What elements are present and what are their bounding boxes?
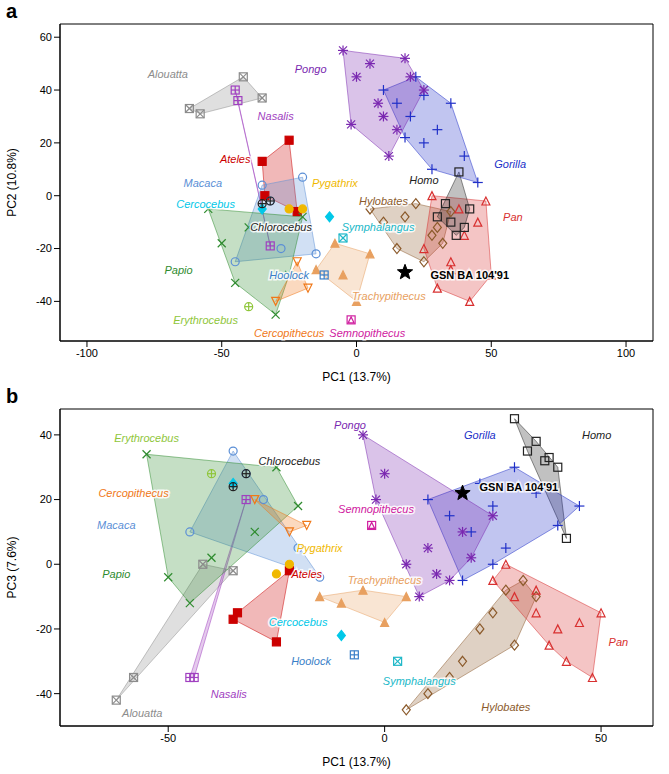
svg-text:Hoolock: Hoolock [269, 269, 309, 281]
svg-text:Pan: Pan [609, 636, 629, 648]
svg-text:-20: -20 [36, 623, 52, 635]
svg-text:Semnopithecus: Semnopithecus [329, 327, 405, 339]
svg-text:PC2 (10.8%): PC2 (10.8%) [5, 148, 19, 217]
svg-text:Pygathrix: Pygathrix [312, 177, 358, 189]
svg-text:Symphalangus: Symphalangus [383, 675, 456, 687]
svg-text:GSN BA 104'91: GSN BA 104'91 [479, 481, 558, 493]
svg-text:-100: -100 [76, 347, 98, 359]
svg-text:-20: -20 [36, 242, 52, 254]
svg-text:Papio: Papio [165, 264, 193, 276]
html-text:a: a [6, 0, 18, 22]
svg-text:Erythrocebus: Erythrocebus [173, 314, 238, 326]
svg-text:Ateles: Ateles [219, 153, 251, 165]
html-text:b: b [6, 385, 19, 407]
svg-text:Gorilla: Gorilla [464, 429, 496, 441]
svg-text:Cercocebus: Cercocebus [176, 198, 235, 210]
svg-text:50: 50 [595, 732, 607, 744]
svg-text:Cercopithecus: Cercopithecus [98, 487, 169, 499]
svg-text:PC3 (7.6%): PC3 (7.6%) [5, 536, 19, 598]
svg-text:-50: -50 [160, 732, 176, 744]
svg-text:Homo: Homo [582, 429, 611, 441]
svg-text:Trachypithecus: Trachypithecus [352, 290, 426, 302]
svg-text:0: 0 [353, 347, 359, 359]
svg-text:Symphalangus: Symphalangus [342, 221, 415, 233]
svg-text:PC1 (13.7%): PC1 (13.7%) [322, 370, 391, 384]
svg-text:Gorilla: Gorilla [494, 158, 526, 170]
svg-text:Hoolock: Hoolock [291, 655, 331, 667]
svg-text:Chlorocebus: Chlorocebus [259, 455, 321, 467]
svg-text:Hylobates: Hylobates [481, 701, 530, 713]
svg-text:PC1 (13.7%): PC1 (13.7%) [322, 755, 391, 769]
svg-text:-40: -40 [36, 688, 52, 700]
svg-text:-50: -50 [214, 347, 230, 359]
svg-text:Macaca: Macaca [97, 519, 136, 531]
svg-text:60: 60 [40, 31, 52, 43]
svg-text:Nasalis: Nasalis [258, 110, 295, 122]
svg-text:Cercopithecus: Cercopithecus [254, 327, 325, 339]
svg-text:0: 0 [46, 558, 52, 570]
svg-text:GSN BA 104'91: GSN BA 104'91 [430, 269, 509, 281]
svg-text:Cercocebus: Cercocebus [269, 616, 328, 628]
svg-text:40: 40 [40, 429, 52, 441]
svg-text:Ateles: Ateles [290, 568, 322, 580]
svg-text:Chlorocebus: Chlorocebus [250, 221, 312, 233]
svg-text:Homo: Homo [409, 174, 438, 186]
svg-text:0: 0 [382, 732, 388, 744]
svg-text:0: 0 [46, 190, 52, 202]
svg-text:Macaca: Macaca [184, 177, 223, 189]
svg-text:Trachypithecus: Trachypithecus [348, 574, 422, 586]
svg-text:20: 20 [40, 137, 52, 149]
svg-text:Pongo: Pongo [334, 419, 366, 431]
svg-text:Erythrocebus: Erythrocebus [114, 432, 179, 444]
svg-text:Papio: Papio [102, 568, 130, 580]
svg-text:Alouatta: Alouatta [121, 707, 162, 719]
svg-text:Pan: Pan [503, 211, 523, 223]
svg-text:20: 20 [40, 493, 52, 505]
svg-text:Pongo: Pongo [295, 63, 327, 75]
svg-text:Semnopithecus: Semnopithecus [338, 503, 414, 515]
svg-text:Hylobates: Hylobates [359, 195, 408, 207]
svg-text:-40: -40 [36, 295, 52, 307]
svg-text:Alouatta: Alouatta [147, 68, 188, 80]
svg-text:Pygathrix: Pygathrix [297, 542, 343, 554]
svg-text:100: 100 [617, 347, 635, 359]
svg-text:50: 50 [485, 347, 497, 359]
svg-text:Nasalis: Nasalis [211, 688, 248, 700]
svg-text:40: 40 [40, 84, 52, 96]
